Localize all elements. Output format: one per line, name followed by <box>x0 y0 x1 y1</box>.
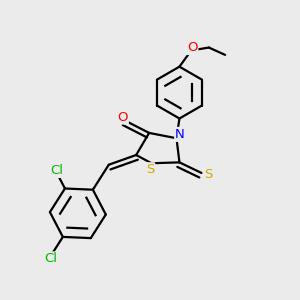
Text: S: S <box>146 163 154 176</box>
Text: Cl: Cl <box>50 164 63 177</box>
Text: N: N <box>175 128 185 141</box>
Text: Cl: Cl <box>45 252 58 266</box>
Text: S: S <box>204 168 212 181</box>
Text: O: O <box>117 110 128 124</box>
Text: O: O <box>187 41 197 54</box>
